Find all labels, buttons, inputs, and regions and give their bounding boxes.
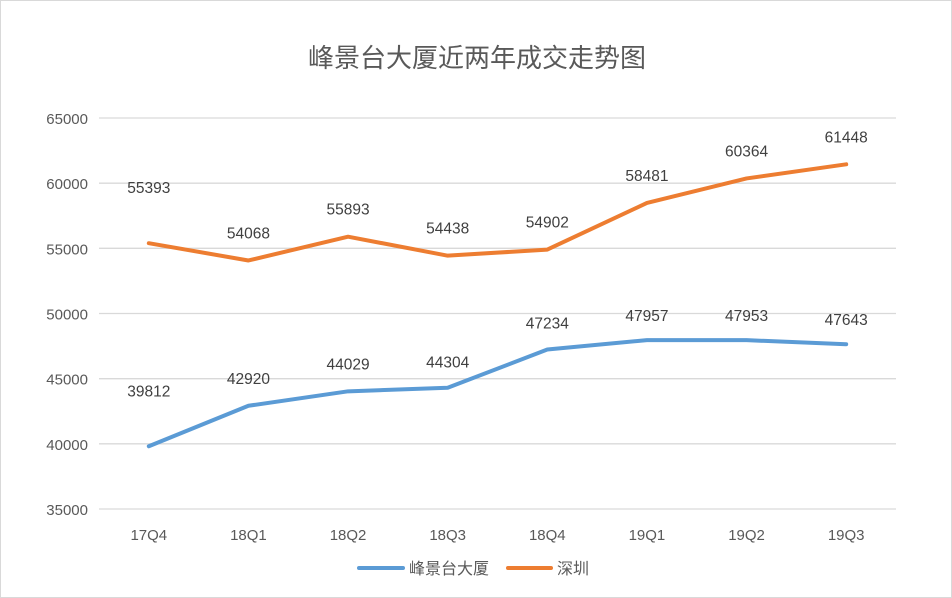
data-label: 55893	[327, 202, 370, 219]
data-label: 47643	[825, 312, 868, 329]
data-label: 54902	[526, 215, 569, 232]
data-label: 54438	[426, 221, 469, 238]
data-label: 58481	[625, 168, 668, 185]
data-label: 47957	[625, 308, 668, 325]
series-line-0	[146, 338, 849, 449]
y-tick-label: 45000	[46, 372, 88, 389]
y-tick-label: 35000	[46, 502, 88, 519]
x-tick-label: 17Q4	[130, 527, 167, 544]
y-tick-label: 60000	[46, 176, 88, 193]
data-label: 55393	[127, 180, 170, 197]
data-label: 61448	[825, 129, 868, 146]
data-label: 47953	[725, 308, 768, 325]
legend-label-1: 深圳	[557, 560, 589, 578]
data-label: 47234	[526, 316, 569, 333]
chart-title: 峰景台大厦近两年成交走势图	[308, 43, 646, 73]
data-label: 60364	[725, 143, 768, 160]
y-tick-label: 50000	[46, 307, 88, 324]
y-tick-label: 55000	[46, 241, 88, 258]
x-tick-label: 19Q2	[728, 527, 765, 544]
series-line-1	[146, 162, 849, 263]
y-tick-label: 65000	[46, 111, 88, 128]
x-tick-label: 18Q4	[529, 527, 566, 544]
x-tick-label: 18Q2	[330, 527, 367, 544]
x-tick-label: 18Q1	[230, 527, 267, 544]
x-tick-label: 19Q1	[629, 527, 666, 544]
y-tick-label: 40000	[46, 437, 88, 454]
data-label: 39812	[127, 383, 170, 400]
data-label: 42920	[227, 371, 270, 388]
data-label: 54068	[227, 225, 270, 242]
legend-label-0: 峰景台大厦	[409, 560, 489, 578]
x-tick-label: 19Q3	[828, 527, 865, 544]
data-label: 44029	[327, 356, 370, 373]
data-label: 44304	[426, 355, 469, 372]
x-tick-label: 18Q3	[429, 527, 466, 544]
